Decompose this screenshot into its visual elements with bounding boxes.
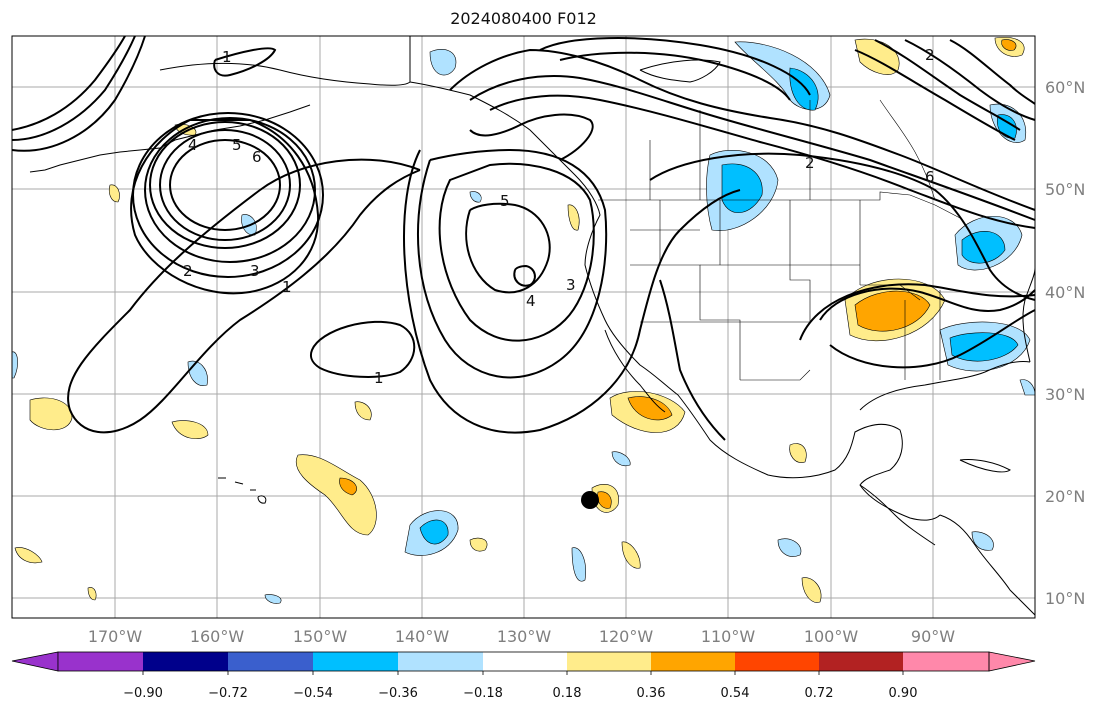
colorbar-swatch <box>143 652 228 671</box>
contour-label: 5 <box>232 136 242 154</box>
colorbar-tick-label: −0.72 <box>208 686 248 701</box>
lon-label: 100°W <box>804 627 859 646</box>
shaded-anomalies <box>11 37 1036 604</box>
lon-label: 130°W <box>497 627 552 646</box>
coastlines <box>159 35 1036 616</box>
lon-label: 160°W <box>190 627 245 646</box>
political-borders <box>598 99 961 381</box>
colorbar-tick-label: 0.54 <box>721 686 750 701</box>
map-frame <box>11 35 1036 619</box>
colorbar-swatch <box>903 652 989 671</box>
map-title: 2024080400 F012 <box>450 9 597 28</box>
contour-label: 5 <box>500 192 510 210</box>
lat-label: 40°N <box>1045 283 1085 302</box>
lat-label: 20°N <box>1045 487 1085 506</box>
colorbar-outline <box>57 651 990 672</box>
longitude-labels: 170°W 160°W 150°W 140°W 130°W 120°W 110°… <box>88 627 955 646</box>
contour-label: 2 <box>925 46 935 64</box>
colorbar-swatch <box>483 652 567 671</box>
contour-label: 6 <box>252 148 262 166</box>
colorbar-swatch <box>313 652 398 671</box>
contour-label-group: 1 1 1 2 2 2 3 3 4 4 5 5 6 6 <box>183 46 935 387</box>
lon-label: 150°W <box>293 627 348 646</box>
lon-label: 120°W <box>599 627 654 646</box>
colorbar-swatch <box>651 652 735 671</box>
contour-label: 3 <box>566 276 576 294</box>
colorbar-swatch <box>398 652 483 671</box>
contour-label: 6 <box>925 168 935 186</box>
colorbar-tick-label: −0.54 <box>293 686 333 701</box>
contour-lines <box>11 35 1036 441</box>
lon-label: 110°W <box>701 627 756 646</box>
colorbar-tick-label: −0.18 <box>463 686 503 701</box>
contour-label: 1 <box>374 369 384 387</box>
contour-label: 3 <box>250 262 260 280</box>
lat-label: 50°N <box>1045 180 1085 199</box>
lat-label: 60°N <box>1045 78 1085 97</box>
colorbar-swatch <box>735 652 819 671</box>
contour-label: 2 <box>183 262 193 280</box>
colorbar-extend-low <box>11 651 59 672</box>
colorbar-tick-label: −0.90 <box>123 686 163 701</box>
colorbar-swatch <box>819 652 903 671</box>
colorbar-swatch <box>567 652 651 671</box>
lon-label: 90°W <box>911 627 955 646</box>
lat-label: 30°N <box>1045 385 1085 404</box>
colorbar-extend-high <box>988 651 1036 672</box>
contour-label: 2 <box>805 154 815 172</box>
colorbar-tick-label: 0.90 <box>889 686 918 701</box>
colorbar-tick-label: −0.36 <box>378 686 418 701</box>
colorbar: −0.90 −0.72 −0.54 −0.36 −0.18 0.18 0.36 … <box>11 651 1036 701</box>
lon-label: 140°W <box>395 627 450 646</box>
colorbar-swatch <box>58 652 143 671</box>
colorbar-tick-label: 0.18 <box>553 686 582 701</box>
contour-label: 4 <box>526 292 536 310</box>
contour-label: 1 <box>222 48 232 66</box>
location-marker <box>581 491 599 509</box>
lon-label: 170°W <box>88 627 143 646</box>
colorbar-tick-label: 0.36 <box>637 686 666 701</box>
colorbar-swatch <box>228 652 313 671</box>
colorbar-tick-label: 0.72 <box>805 686 834 701</box>
latitude-labels: 60°N 50°N 40°N 30°N 20°N 10°N <box>1045 78 1085 608</box>
contour-label: 1 <box>282 278 292 296</box>
lat-label: 10°N <box>1045 589 1085 608</box>
contour-label: 4 <box>188 136 198 154</box>
